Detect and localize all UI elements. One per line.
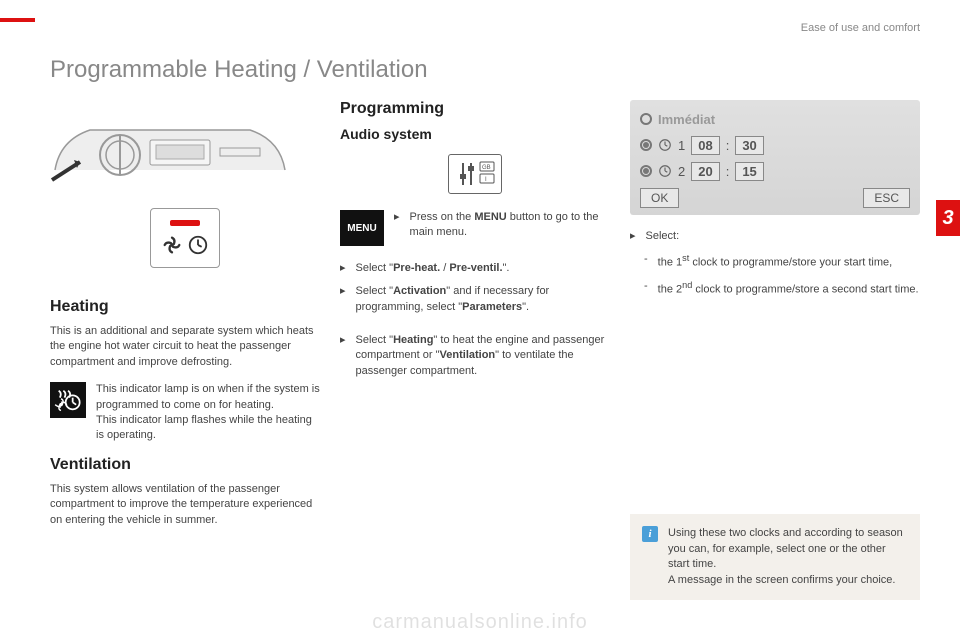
- timer-1-minutes: 30: [735, 136, 763, 155]
- screen-ok-label: OK: [640, 188, 679, 208]
- timer-2-label: 2: [678, 164, 685, 179]
- indicator-panel-illustration: [150, 208, 220, 268]
- menu-button-icon: MENU: [340, 210, 384, 246]
- red-led: [170, 220, 200, 226]
- ventilation-heading: Ventilation: [50, 456, 320, 474]
- dash-marker: -: [644, 252, 648, 271]
- ventilation-body: This system allows ventilation of the pa…: [50, 482, 320, 528]
- programming-heading: Programming: [340, 100, 610, 118]
- watermark: carmanualsonline.info: [372, 611, 588, 634]
- info-text: Using these two clocks and according to …: [668, 526, 908, 588]
- heating-indicator-icon: [50, 382, 86, 418]
- step-4-text: Select "Heating" to heat the engine and …: [356, 333, 610, 379]
- dash-marker: -: [644, 279, 648, 298]
- dashboard-illustration: [50, 100, 290, 200]
- fan-icon: [161, 234, 183, 256]
- heating-heading: Heating: [50, 298, 320, 316]
- clock-icon: [658, 164, 672, 178]
- timer-2-hours: 20: [691, 162, 719, 181]
- svg-text:I: I: [485, 177, 487, 183]
- chapter-tab: 3: [936, 200, 960, 236]
- page-title: Programmable Heating / Ventilation: [50, 56, 428, 84]
- audio-system-icon: GB I: [448, 154, 502, 194]
- bullet-marker: ▸: [394, 210, 400, 241]
- step-3-text: Select "Activation" and if necessary for…: [356, 284, 610, 315]
- clock-icon: [187, 234, 209, 256]
- timer-1-label: 1: [678, 138, 685, 153]
- timer-1-hours: 08: [691, 136, 719, 155]
- bullet-marker: ▸: [340, 261, 346, 276]
- clock-icon: [658, 138, 672, 152]
- screen-line-immediat: Immédiat: [658, 112, 715, 127]
- bullet-marker: ▸: [630, 229, 636, 244]
- column-2: Programming Audio system GB I MENU ▸ Pre…: [340, 100, 610, 387]
- select-label: Select:: [646, 229, 680, 244]
- step-1-text: Press on the MENU button to go to the ma…: [410, 210, 610, 241]
- audio-system-heading: Audio system: [340, 126, 610, 142]
- screen-display: Immédiat 1 08 : 30 2 20 : 15 OK ESC: [630, 100, 920, 215]
- select-item-2: the 2nd clock to programme/store a secon…: [658, 279, 919, 298]
- column-3: Immédiat 1 08 : 30 2 20 : 15 OK ESC ▸ Se…: [630, 100, 920, 306]
- info-icon: i: [642, 526, 658, 542]
- screen-esc-label: ESC: [863, 188, 910, 208]
- indicator-text: This indicator lamp is on when if the sy…: [96, 382, 320, 444]
- column-1: Heating This is an additional and separa…: [50, 100, 320, 540]
- section-label: Ease of use and comfort: [801, 22, 920, 34]
- bullet-marker: ▸: [340, 333, 346, 379]
- accent-bar: [0, 18, 35, 22]
- svg-text:GB: GB: [482, 165, 491, 171]
- heating-body: This is an additional and separate syste…: [50, 324, 320, 370]
- info-box: i Using these two clocks and according t…: [630, 514, 920, 600]
- step-2-text: Select "Pre-heat. / Pre-ventil.".: [356, 261, 510, 276]
- radio-selected-icon: [640, 165, 652, 177]
- radio-unselected-icon: [640, 113, 652, 125]
- radio-selected-icon: [640, 139, 652, 151]
- bullet-marker: ▸: [340, 284, 346, 315]
- select-item-1: the 1st clock to programme/store your st…: [658, 252, 893, 271]
- timer-2-minutes: 15: [735, 162, 763, 181]
